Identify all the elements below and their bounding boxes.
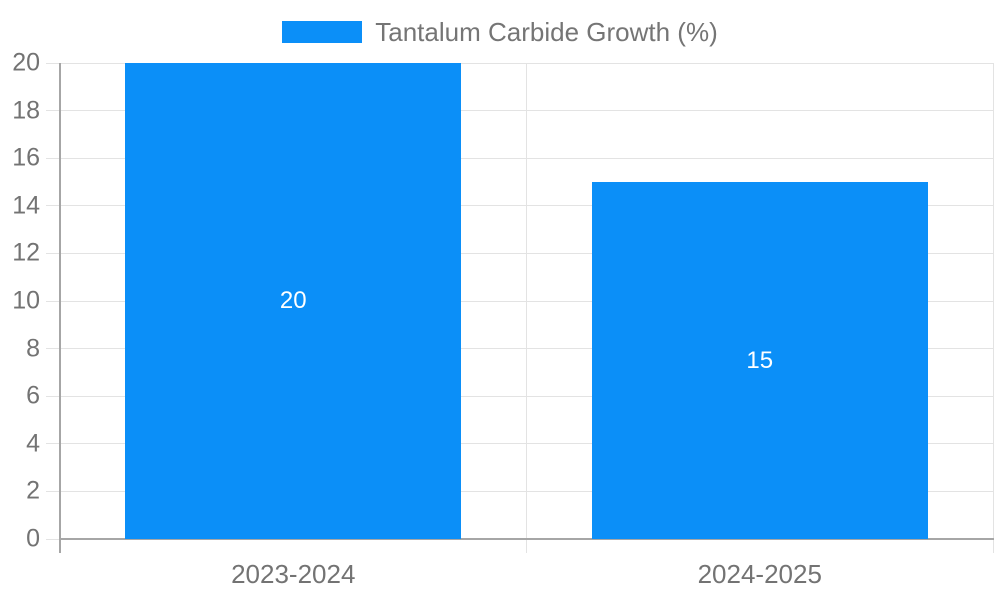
y-tick-label: 14	[12, 191, 40, 220]
legend[interactable]: Tantalum Carbide Growth (%)	[0, 14, 1000, 50]
legend-label: Tantalum Carbide Growth (%)	[375, 17, 718, 47]
y-gridline	[46, 62, 993, 64]
y-gridline	[46, 110, 993, 112]
y-axis-tick	[46, 538, 60, 540]
y-tick-label: 18	[12, 96, 40, 125]
bar-value-label: 20	[279, 287, 307, 314]
y-tick-label: 4	[26, 429, 40, 458]
bar-2024-2025[interactable]	[591, 182, 928, 539]
y-tick-label: 2	[26, 476, 40, 505]
y-tick-label: 8	[26, 334, 40, 363]
y-tick-label: 6	[26, 381, 40, 410]
y-gridline	[46, 252, 993, 254]
y-gridline	[46, 348, 993, 350]
y-tick-label: 20	[12, 48, 40, 77]
y-tick-label: 10	[12, 286, 40, 315]
y-gridline	[46, 205, 993, 207]
x-axis-line	[60, 538, 994, 540]
y-axis-line	[59, 63, 61, 553]
x-gridline	[992, 63, 994, 553]
y-tick-label: 12	[12, 238, 40, 267]
y-gridline	[46, 157, 993, 159]
legend-swatch	[282, 21, 363, 43]
bar-2023-2024[interactable]	[125, 63, 462, 539]
x-tick-label: 2023-2024	[231, 559, 356, 589]
y-tick-label: 16	[12, 143, 40, 172]
bar-value-label: 15	[746, 346, 774, 374]
y-gridline	[46, 443, 993, 445]
y-gridline	[46, 490, 993, 492]
y-gridline	[46, 395, 993, 397]
x-tick-label: 2024-2025	[697, 559, 822, 589]
y-tick-label: 0	[26, 524, 40, 553]
x-gridline	[526, 63, 527, 553]
y-gridline	[46, 300, 993, 302]
